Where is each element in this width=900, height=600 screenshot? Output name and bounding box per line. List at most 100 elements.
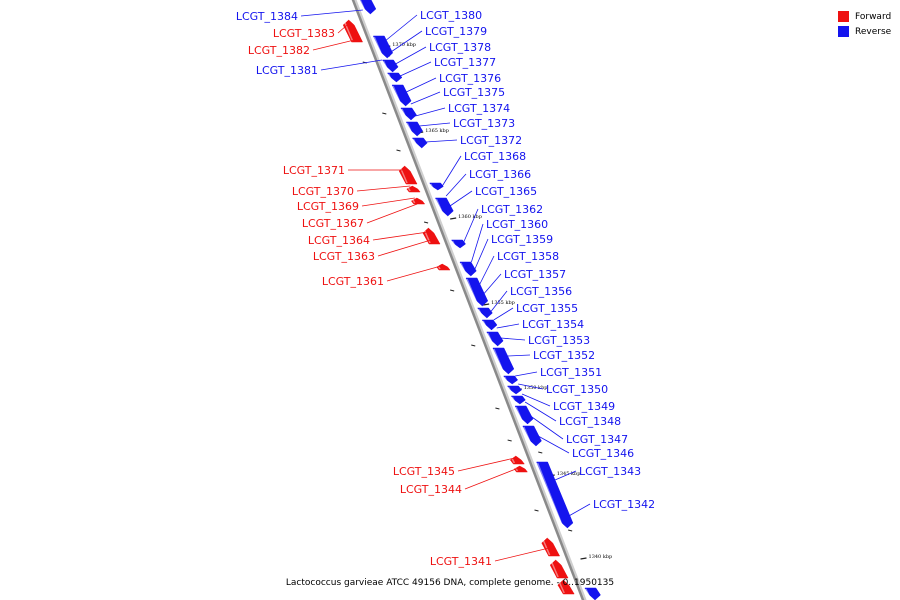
gene-highlight <box>482 320 488 330</box>
gene-leader-line <box>471 223 484 263</box>
gene-label: LCGT_1351 <box>540 366 602 379</box>
gene-leader-line <box>366 203 418 224</box>
gene-label: LCGT_1345 <box>393 465 455 478</box>
scale-tick <box>450 217 457 220</box>
reverse-gene <box>411 137 428 149</box>
gene-highlight <box>373 36 384 58</box>
legend-item-reverse: Reverse <box>838 24 891 39</box>
forward-gene <box>398 165 418 185</box>
scale-tick-label: 1360 kbp <box>458 214 482 220</box>
gene-label: LCGT_1354 <box>522 318 584 331</box>
gene-highlight <box>401 108 408 120</box>
gene-highlight <box>536 462 564 528</box>
gene-label: LCGT_1358 <box>497 250 559 263</box>
gene-label: LCGT_1376 <box>439 72 501 85</box>
gene-label: LCGT_1353 <box>528 334 590 347</box>
forward-gene <box>436 263 451 271</box>
gene-label: LCGT_1344 <box>400 483 462 496</box>
gene-leader-line <box>500 337 526 341</box>
reverse-gene <box>481 319 498 331</box>
gene-label: LCGT_1356 <box>510 285 572 298</box>
gene-leader-line <box>507 354 531 357</box>
reverse-gene <box>514 405 534 425</box>
gene-highlight <box>503 376 509 384</box>
gene-label: LCGT_1360 <box>486 218 548 231</box>
gene-highlight <box>407 186 411 192</box>
gene-label: LCGT_1350 <box>546 383 608 396</box>
scale-tick <box>483 303 490 306</box>
gene-leader-line <box>406 77 437 93</box>
gene-label: LCGT_1372 <box>460 134 522 147</box>
gene-leader-line <box>425 139 458 143</box>
gene-leader-line <box>483 273 502 295</box>
gene-highlight <box>466 278 479 306</box>
forward-gene <box>406 185 421 193</box>
gene-highlight <box>493 348 505 374</box>
gene-highlight <box>507 386 513 394</box>
forward-gene <box>513 465 528 473</box>
reverse-gene <box>503 375 519 385</box>
reverse-gene <box>450 239 466 249</box>
gene-highlight <box>558 580 565 594</box>
reverse-swatch <box>838 26 849 37</box>
gene-leader-line <box>479 255 495 285</box>
gene-highlight <box>412 138 418 148</box>
gene-highlight <box>542 538 551 556</box>
reverse-gene <box>359 0 377 15</box>
gene-leader-line <box>464 467 519 490</box>
gene-label: LCGT_1364 <box>308 234 370 247</box>
feature-mark <box>396 149 401 152</box>
gene-leader-line <box>361 197 415 207</box>
reverse-gene <box>434 197 454 217</box>
forward-gene <box>541 537 561 557</box>
scale-tick-label: 1370 kbp <box>392 42 416 48</box>
gene-leader-line <box>518 383 544 390</box>
scale-tick-label: 1355 kbp <box>491 300 515 306</box>
reverse-gene <box>386 72 403 83</box>
gene-highlight <box>411 198 416 204</box>
gene-leader-line <box>493 307 514 321</box>
gene-highlight <box>550 560 559 578</box>
gene-leader-line <box>463 208 479 243</box>
scale-tick-label: 1340 kbp <box>589 554 613 560</box>
forward-gene <box>549 559 569 579</box>
feature-mark <box>495 407 500 410</box>
reverse-gene <box>536 461 574 529</box>
reverse-gene <box>459 261 477 277</box>
feature-mark <box>534 509 539 512</box>
reverse-gene <box>405 121 423 137</box>
forward-gene <box>411 197 426 205</box>
gene-label: LCGT_1342 <box>593 498 655 511</box>
gene-highlight <box>451 240 457 248</box>
reverse-gene <box>584 587 601 600</box>
gene-label: LCGT_1368 <box>464 150 526 163</box>
gene-leader-line <box>524 401 557 422</box>
gene-leader-line <box>390 30 423 53</box>
reverse-gene <box>522 425 542 447</box>
gene-leader-line <box>300 9 363 17</box>
feature-mark <box>423 221 429 224</box>
backbone-shadow <box>353 0 587 600</box>
gene-label: LCGT_1382 <box>248 44 310 57</box>
gene-leader-line <box>395 46 427 65</box>
gene-label: LCGT_1348 <box>559 415 621 428</box>
legend-label: Reverse <box>855 26 892 37</box>
gene-highlight <box>429 183 434 190</box>
gene-highlight <box>510 456 516 464</box>
gene-leader-line <box>386 14 418 41</box>
gene-leader-line <box>441 155 462 187</box>
gene-highlight <box>406 122 414 136</box>
gene-highlight <box>515 406 524 424</box>
forward-gene <box>342 19 364 43</box>
reverse-gene <box>400 107 417 121</box>
gene-highlight <box>487 332 494 346</box>
gene-leader-line <box>521 393 551 407</box>
gene-label: LCGT_1370 <box>292 185 354 198</box>
gene-leader-line <box>399 61 432 77</box>
gene-leader-line <box>537 435 570 454</box>
reverse-gene <box>465 277 489 307</box>
gene-label: LCGT_1361 <box>322 275 384 288</box>
reverse-gene <box>510 395 526 405</box>
gene-leader-line <box>337 23 349 34</box>
